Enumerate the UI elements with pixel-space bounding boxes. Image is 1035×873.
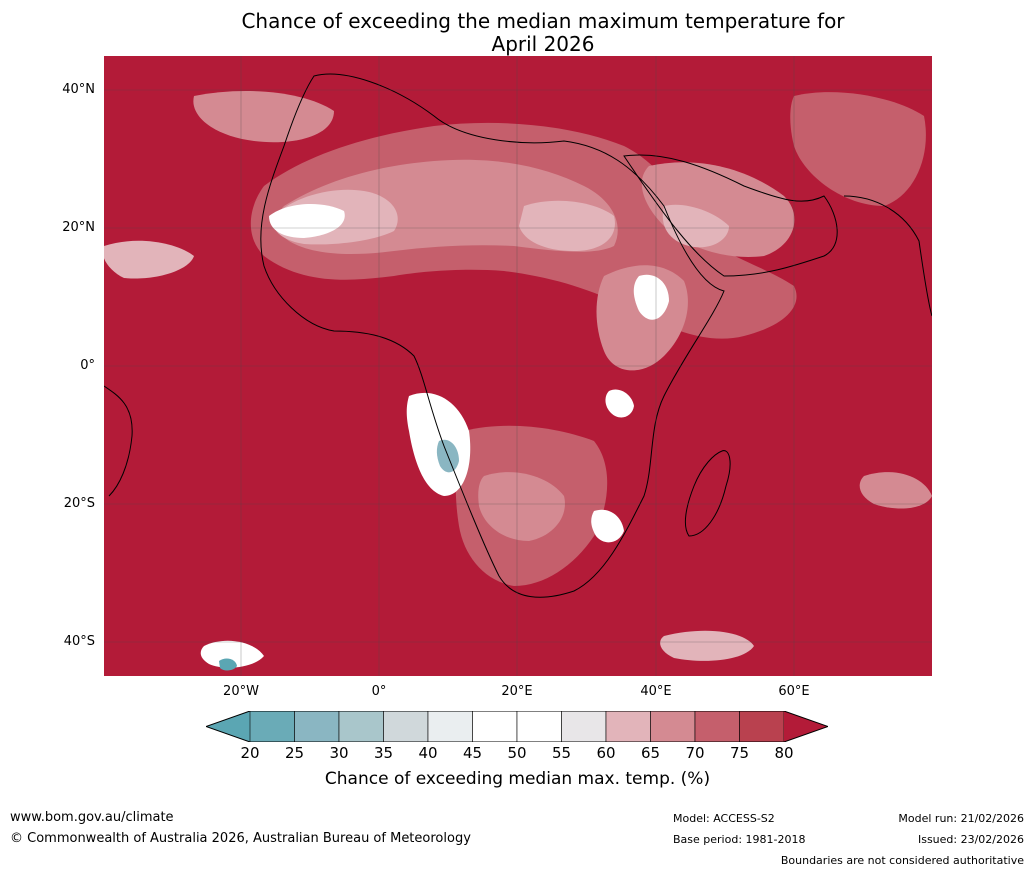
probability-map <box>104 56 932 676</box>
lon-label-40e: 40°E <box>640 684 672 699</box>
colorbar-cell <box>694 711 740 742</box>
colorbar-cell <box>427 711 473 742</box>
colorbar-cells <box>249 711 785 742</box>
colorbar-cell <box>338 711 384 742</box>
southern-africa-light <box>478 472 565 541</box>
colorbar-cell <box>739 711 785 742</box>
lat-label-20s: 20°S <box>63 496 95 511</box>
colorbar-cell <box>249 711 295 742</box>
footer-website: www.bom.gov.au/climate <box>10 810 174 825</box>
colorbar-cell <box>650 711 696 742</box>
footer-disclaimer: Boundaries are not considered authoritat… <box>780 854 1024 867</box>
footer-base-period: Base period: 1981-2018 <box>673 833 806 846</box>
southern-ocean-patch <box>660 630 754 661</box>
map-title: Chance of exceeding the median maximum t… <box>0 10 1035 56</box>
mozambique-white <box>591 509 624 543</box>
colorbar <box>206 711 828 742</box>
colorbar-tick-label: 55 <box>551 744 572 762</box>
colorbar-min-arrow <box>206 711 250 742</box>
map-gridlines <box>104 56 932 676</box>
africa-coastline <box>260 73 725 598</box>
colorbar-cell <box>294 711 340 742</box>
footer-model-run: Model run: 21/02/2026 <box>898 812 1024 825</box>
arabia-coastline <box>623 154 838 277</box>
south-america-coastline <box>104 385 133 497</box>
lat-label-20n: 20°N <box>62 220 95 235</box>
colorbar-tick-label: 40 <box>418 744 438 762</box>
colorbar-tick-label: 30 <box>329 744 349 762</box>
lon-label-0: 0° <box>371 684 387 699</box>
lake-victoria-white <box>605 389 634 418</box>
colorbar-label: Chance of exceeding median max. temp. (%… <box>324 769 711 789</box>
colorbar-tick-label: 75 <box>729 744 750 762</box>
lat-label-40s: 40°S <box>63 634 95 649</box>
title-line-1: Chance of exceeding the median maximum t… <box>241 9 845 33</box>
colorbar-tick-label: 45 <box>462 744 483 762</box>
south-atlantic-patch <box>200 640 264 668</box>
colorbar-cell <box>383 711 429 742</box>
south-atlantic-teal-patch <box>219 658 237 671</box>
colorbar-cell <box>605 711 651 742</box>
colorbar-tick-label: 25 <box>284 744 305 762</box>
map-canvas <box>104 56 932 676</box>
india-coastline <box>843 195 932 317</box>
footer-model: Model: ACCESS-S2 <box>673 812 775 825</box>
horn-white-region <box>633 274 669 320</box>
lon-label-60e: 60°E <box>778 684 810 699</box>
lon-label-20e: 20°E <box>501 684 533 699</box>
lat-label-0: 0° <box>80 358 95 373</box>
east-sahara-pale <box>519 200 615 251</box>
colorbar-cell <box>561 711 607 742</box>
atlantic-west-patch <box>104 240 194 279</box>
colorbar-tick-label: 35 <box>373 744 394 762</box>
lat-label-40n: 40°N <box>62 82 95 97</box>
colorbar-cell <box>472 711 518 742</box>
colorbar-tick-label: 65 <box>640 744 661 762</box>
arabia-pale-region <box>662 204 729 248</box>
colorbar-tick-label: 60 <box>596 744 616 762</box>
west-sahara-white <box>269 204 345 238</box>
colorbar-tick-label: 70 <box>685 744 705 762</box>
footer-issued: Issued: 23/02/2026 <box>917 833 1024 846</box>
colorbar-tick-label: 50 <box>507 744 527 762</box>
madagascar-coastline <box>684 450 731 537</box>
colorbar-tick-label: 20 <box>240 744 260 762</box>
lon-label-20w: 20°W <box>223 684 259 699</box>
colorbar-tick-label: 80 <box>774 744 794 762</box>
footer-copyright: © Commonwealth of Australia 2026, Austra… <box>10 831 471 846</box>
colorbar-cell <box>516 711 562 742</box>
indian-ocean-patch <box>859 472 932 509</box>
atlantic-north-patch <box>193 91 334 143</box>
iran-anomaly-region <box>790 92 926 206</box>
title-line-2: April 2026 <box>491 32 595 56</box>
colorbar-max-arrow <box>784 711 828 742</box>
